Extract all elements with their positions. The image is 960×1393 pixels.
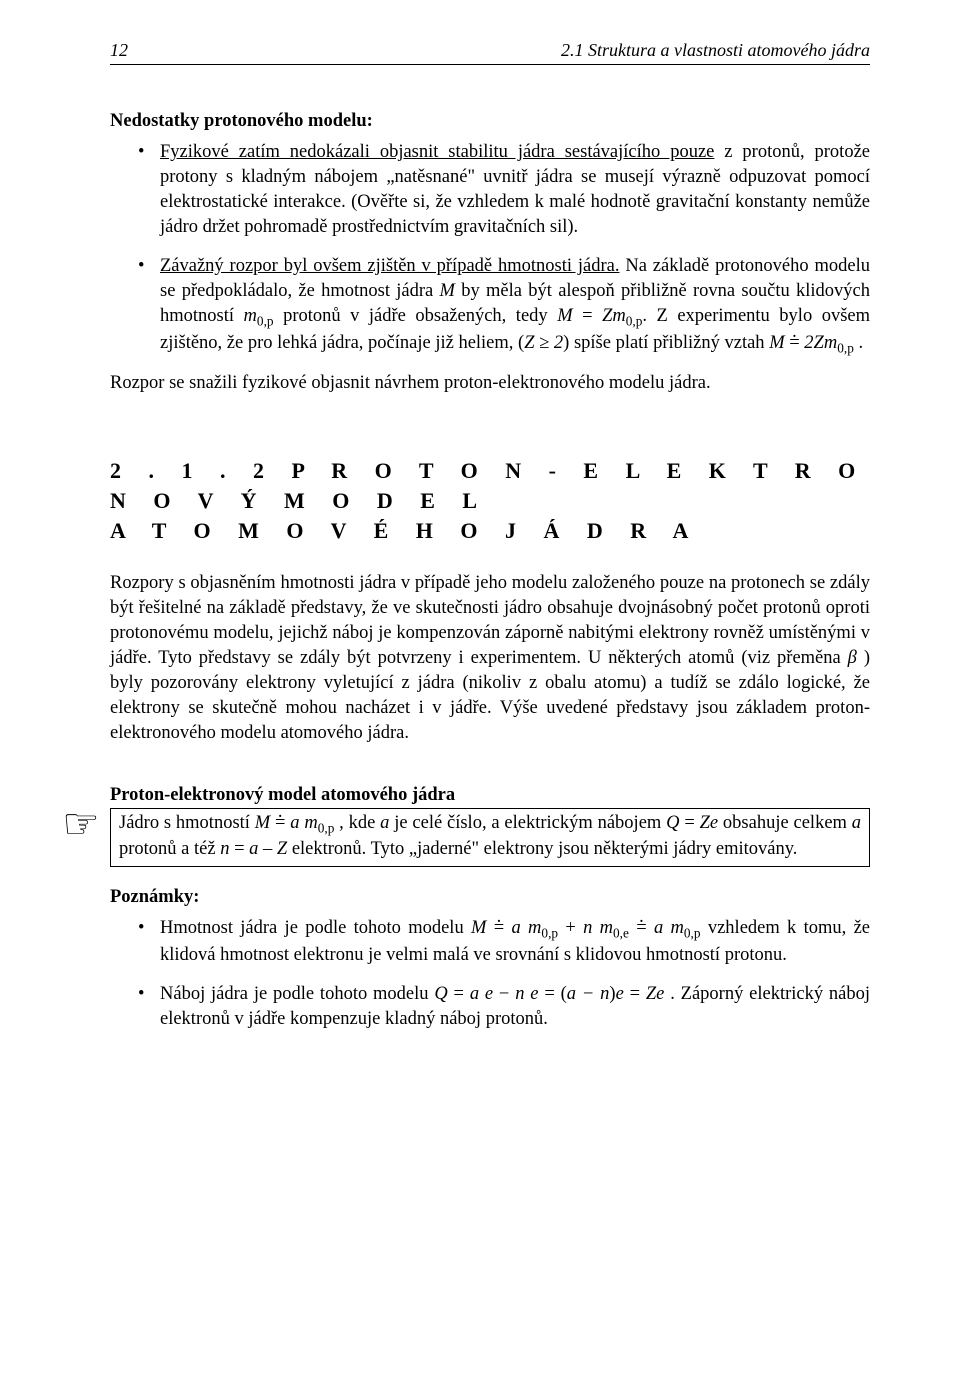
sym-a: a [852,813,861,833]
bullet2-underlined: Závažný rozpor byl ovšem zjištěn v přípa… [160,256,619,276]
sym-beta: β [848,648,857,668]
eq-M-2Zm0p: M = 2Zm0,p [769,333,858,353]
text: ) spíše platí přibližný vztah [563,333,769,353]
text: obsahuje celkem [723,813,852,833]
poznamky-list: Hmotnost jádra je podle tohoto modelu M … [110,916,870,1032]
eq-charge-model: Q = a e − n e = (a − n)e = Ze [434,984,664,1004]
eq-M-am0p: M = a m0,p [255,813,335,833]
text: . [858,333,863,353]
text: Hmotnost jádra je podle tohoto modelu [160,918,471,938]
intro-paragraph: Rozpory s objasněním hmotnosti jádra v p… [110,571,870,746]
sym-M: M [440,281,455,301]
text: je celé číslo, a elektrickým nábojem [389,813,666,833]
pointing-hand-icon: ☞ [52,804,110,846]
text: Náboj jádra je podle tohoto modelu [160,984,434,1004]
eq-mass-model: M = a m0,p + n m0,e = a m0,p [471,918,701,938]
bullet1-underlined: Fyzikové zatím nedokázali objasnit stabi… [160,142,714,162]
section-title: 2.1 Struktura a vlastnosti atomového jád… [561,38,870,62]
closing-para: Rozpor se snažili fyzikové objasnit návr… [110,371,870,396]
list-item: Náboj jádra je podle tohoto modelu Q = a… [110,982,870,1032]
text: protonů v jádře obsažených, tedy [283,306,557,326]
text: elektronů. Tyto „jaderné" elektrony jsou… [287,839,797,859]
poznamky-heading: Poznámky: [110,885,870,910]
subheading-nedostatky: Nedostatky protonového modelu: [110,109,870,134]
text: , kde [334,813,380,833]
section-2-1-2-heading: 2 . 1 . 2 P R O T O N - E L E K T R O N … [110,456,870,545]
text: Jádro s hmotností [119,813,255,833]
running-header: 12 2.1 Struktura a vlastnosti atomového … [110,38,870,65]
sym-Zge2: Z ≥ 2 [524,333,563,353]
heading-line: A T O M O V É H O J Á D R A [110,516,870,546]
nedostatky-list: Fyzikové zatím nedokázali objasnit stabi… [110,140,870,357]
definition-block: ☞ Proton-elektronový model atomového jád… [52,764,870,867]
page-number: 12 [110,38,128,62]
heading-line: 2 . 1 . 2 P R O T O N - E L E K T R O N … [110,456,870,515]
definition-box: Jádro s hmotností M = a m0,p , kde a je … [110,808,870,868]
list-item: Hmotnost jádra je podle tohoto modelu M … [110,916,870,968]
eq-M-Zm0p: M = Zm0,p [557,306,642,326]
list-item: Závažný rozpor byl ovšem zjištěn v přípa… [110,254,870,357]
eq-n-a-Z: n = a – Z [220,839,287,859]
sym-m0p: m0,p [244,306,274,326]
text: protonů a též [119,839,220,859]
page: 12 2.1 Struktura a vlastnosti atomového … [0,0,960,1393]
text: Rozpory s objasněním hmotnosti jádra v p… [110,573,870,668]
eq-Q-Ze: Q = Ze [666,813,718,833]
definition-title: Proton-elektronový model atomového jádra [110,783,870,808]
list-item: Fyzikové zatím nedokázali objasnit stabi… [110,140,870,240]
